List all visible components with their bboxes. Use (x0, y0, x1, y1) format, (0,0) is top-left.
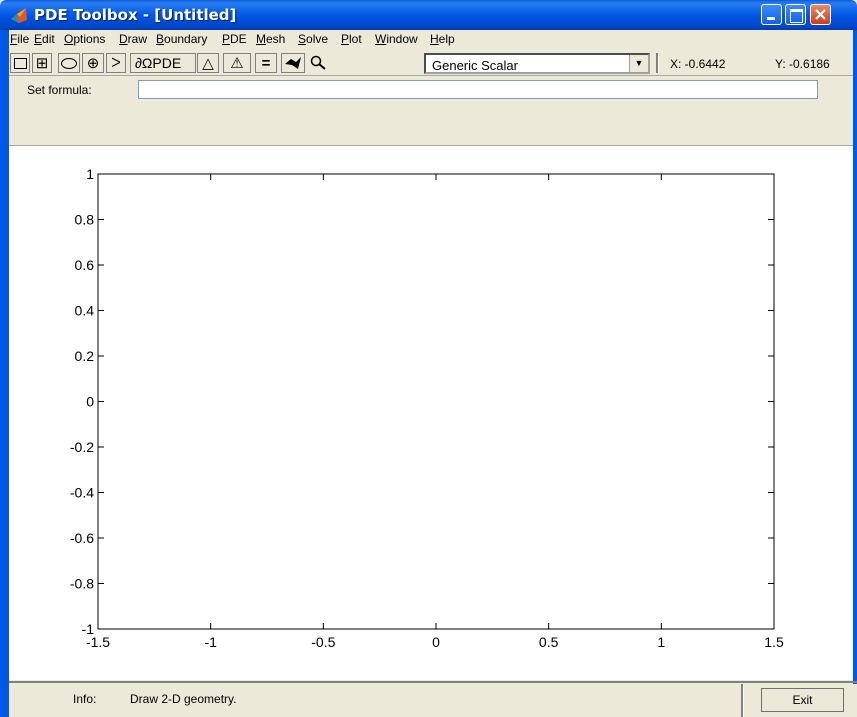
axes-box (97, 173, 775, 630)
polygon-button[interactable]: ᐳ (106, 53, 126, 73)
window-title: PDE Toolbox - [Untitled] (34, 6, 237, 24)
application-mode-value: Generic Scalar (432, 58, 518, 73)
close-icon (815, 9, 826, 20)
mesh-init-button[interactable]: △ (197, 53, 219, 73)
rectangle-centered-button[interactable]: ⊞ (32, 53, 52, 73)
matlab-logo-icon (11, 8, 27, 23)
maximize-icon (790, 9, 803, 23)
maximize-button[interactable] (785, 4, 806, 25)
window-right-border (853, 30, 857, 717)
triangle-icon: △ (202, 55, 214, 72)
rectangle-icon (13, 57, 27, 69)
solve-button[interactable]: = (255, 53, 277, 73)
minimize-button[interactable] (761, 4, 782, 25)
menu-solve[interactable]: Solve (298, 32, 329, 46)
window-left-border (0, 30, 9, 717)
x-tick-label: -0.5 (311, 634, 335, 650)
title-bar[interactable]: PDE Toolbox - [Untitled] (0, 0, 857, 30)
menu-options[interactable]: Options (64, 32, 106, 46)
x-coordinate-readout: X: -0.6442 (670, 57, 726, 71)
menu-bar: File Edit Options Draw Boundary PDE Mesh… (0, 30, 857, 50)
surface-plot-icon (285, 57, 301, 69)
axes-chart[interactable]: -1.5 -1 -0.5 0 0.5 1 1.5-1-0.8-0.6-0.4-0.200.2… (9, 146, 857, 680)
set-formula-input[interactable] (138, 80, 818, 99)
refine-triangle-icon: ⚠ (230, 55, 244, 72)
zoom-button[interactable] (307, 53, 329, 73)
set-formula-label: Set formula: (27, 83, 92, 97)
chevron-down-icon: ▼ (629, 55, 648, 72)
minimize-icon (767, 17, 775, 20)
y-tick-label: -0.6 (70, 530, 94, 546)
y-tick-label: -0.4 (70, 485, 94, 501)
toolbar: ⊞ ⊕ ᐳ ∂ΩPDE △ ⚠ = (0, 52, 857, 74)
boundary-mode-label: ∂ΩPDE (135, 55, 182, 71)
status-bar (9, 684, 857, 717)
y-coordinate-readout: Y: -0.6186 (775, 57, 830, 71)
x-tick-label: -1.5 (86, 634, 110, 650)
rectangle-centered-icon: ⊞ (35, 55, 49, 72)
mesh-refine-button[interactable]: ⚠ (223, 53, 251, 73)
y-tick-label: -0.2 (70, 439, 94, 455)
application-mode-select[interactable]: Generic Scalar ▼ (424, 53, 650, 74)
status-info-label: Info: (73, 692, 97, 706)
zoom-icon (310, 55, 326, 70)
menu-file[interactable]: File (10, 32, 30, 46)
ellipse-centered-icon: ⊕ (86, 55, 100, 72)
menu-plot[interactable]: Plot (341, 32, 362, 46)
x-tick-label: 1.5 (764, 634, 784, 650)
y-tick-label: 0.4 (75, 303, 95, 319)
plot-button[interactable] (281, 53, 305, 73)
polygon-icon: ᐳ (111, 55, 121, 70)
y-tick-label: -0.8 (70, 576, 94, 592)
y-tick-label: 0.2 (75, 348, 95, 364)
solve-equals-label: = (261, 54, 271, 72)
ellipse-centered-button[interactable]: ⊕ (82, 53, 104, 73)
exit-button[interactable]: Exit (761, 688, 844, 712)
menu-window[interactable]: Window (375, 32, 418, 46)
menu-edit[interactable]: Edit (34, 32, 55, 46)
coord-divider (656, 53, 659, 73)
ellipse-icon (61, 57, 77, 69)
y-tick-label: 0.8 (75, 212, 95, 228)
x-tick-label: 1 (657, 634, 665, 650)
plot-area[interactable]: -1.5 -1 -0.5 0 0.5 1 1.5 -1 -0.8 -0.6 -0.4 -0.2 0 0.2… (9, 146, 857, 680)
boundary-mode-button[interactable]: ∂ΩPDE (130, 53, 196, 73)
x-tick-label: 0.5 (539, 634, 559, 650)
close-button[interactable] (810, 4, 831, 25)
status-info-text: Draw 2-D geometry. (130, 692, 237, 706)
y-tick-label: -1 (82, 621, 95, 637)
rectangle-button[interactable] (10, 53, 30, 73)
ellipse-button[interactable] (58, 53, 80, 73)
menu-mesh[interactable]: Mesh (256, 32, 286, 46)
y-tick-label: 1 (86, 166, 94, 182)
x-tick-label: 0 (432, 634, 440, 650)
menu-pde[interactable]: PDE (222, 32, 247, 46)
plot-separator (9, 145, 857, 146)
toolbar-separator (9, 75, 857, 76)
y-tick-label: 0.6 (75, 257, 95, 273)
status-top-border (9, 681, 857, 683)
status-divider (741, 684, 744, 717)
menu-help[interactable]: Help (430, 32, 455, 46)
menu-boundary[interactable]: Boundary (156, 32, 208, 46)
x-tick-label: -1 (204, 634, 217, 650)
y-tick-label: 0 (86, 394, 94, 410)
menu-draw[interactable]: Draw (119, 32, 148, 46)
